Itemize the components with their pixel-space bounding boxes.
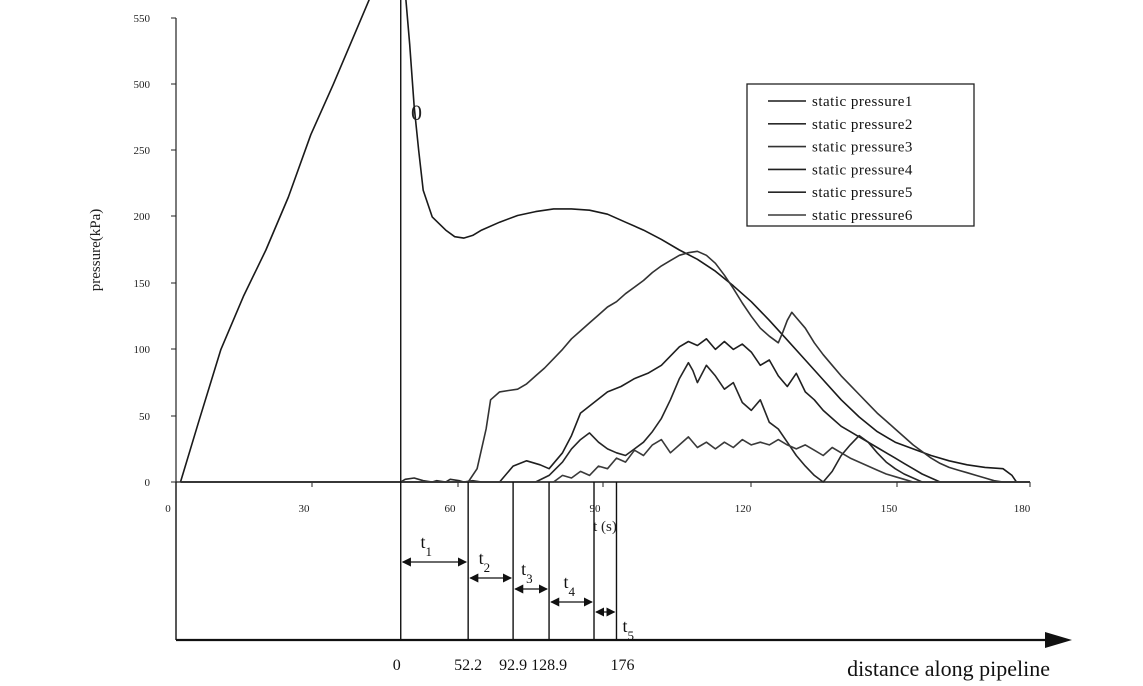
x-axis-title: t (s): [593, 519, 617, 535]
distance-axis-title: distance along pipeline: [847, 656, 1050, 681]
series-line-4: [180, 338, 1030, 483]
legend-label-1: static pressure1: [812, 94, 913, 110]
annotation-label: 0: [411, 100, 422, 125]
interval-label-3: t3: [521, 559, 533, 586]
series-line-3: [180, 250, 1030, 483]
interval-label-4: t4: [564, 572, 576, 599]
x-tick-label: 150: [881, 503, 898, 515]
distance-label: 92.9: [499, 657, 527, 674]
series-line-1: [179, 0, 1030, 483]
series-line-5: [180, 361, 1030, 483]
distance-label: 128.9: [531, 657, 567, 674]
y-tick-label: 500: [134, 79, 151, 91]
legend: static pressure1 static pressure2 static p…: [746, 83, 975, 227]
legend-label-4: static pressure4: [812, 162, 913, 178]
legend-label-6: static pressure6: [812, 208, 913, 224]
distance-axis-arrowhead: [1045, 632, 1072, 648]
distance-diagram: 0 52.2 92.9 128.9 176 distance along pipeline: [176, 632, 1072, 681]
x-tick-label: 120: [735, 503, 752, 515]
x-tick-label: 90: [590, 503, 602, 515]
legend-label-5: static pressure5: [812, 185, 913, 201]
y-tick-label: 50: [139, 411, 151, 423]
y-tick-label: 550: [134, 13, 151, 25]
y-tick-label: 100: [134, 344, 151, 356]
x-tick-label: 0: [165, 503, 171, 515]
y-axis-title: pressure(kPa): [88, 209, 104, 291]
x-ticks: 0 30 60 90 120 150 180: [165, 482, 1031, 515]
interval-label-2: t2: [479, 548, 491, 575]
interval-label-5: t5: [622, 616, 634, 643]
y-tick-label: 150: [134, 278, 151, 290]
interval-label-1: t1: [420, 532, 432, 559]
distance-label: 176: [610, 657, 634, 674]
series-lines: [179, 0, 1030, 483]
y-tick-label: 0: [145, 477, 151, 489]
legend-label-3: static pressure3: [812, 140, 913, 156]
y-ticks: 0 50 100 150 200 250 500 550: [134, 13, 176, 489]
y-tick-label: 250: [134, 145, 151, 157]
distance-label: 52.2: [454, 657, 482, 674]
series-line-6: [180, 436, 1030, 483]
x-tick-label: 180: [1014, 503, 1031, 515]
distance-label: 0: [393, 657, 401, 674]
x-tick-label: 60: [445, 503, 457, 515]
arrival-markers: t1 t2 t3 t4 t5: [175, 0, 634, 643]
legend-label-2: static pressure2: [812, 117, 913, 133]
y-tick-label: 200: [134, 211, 151, 223]
legend-box: [746, 83, 975, 227]
x-tick-label: 30: [299, 503, 311, 515]
